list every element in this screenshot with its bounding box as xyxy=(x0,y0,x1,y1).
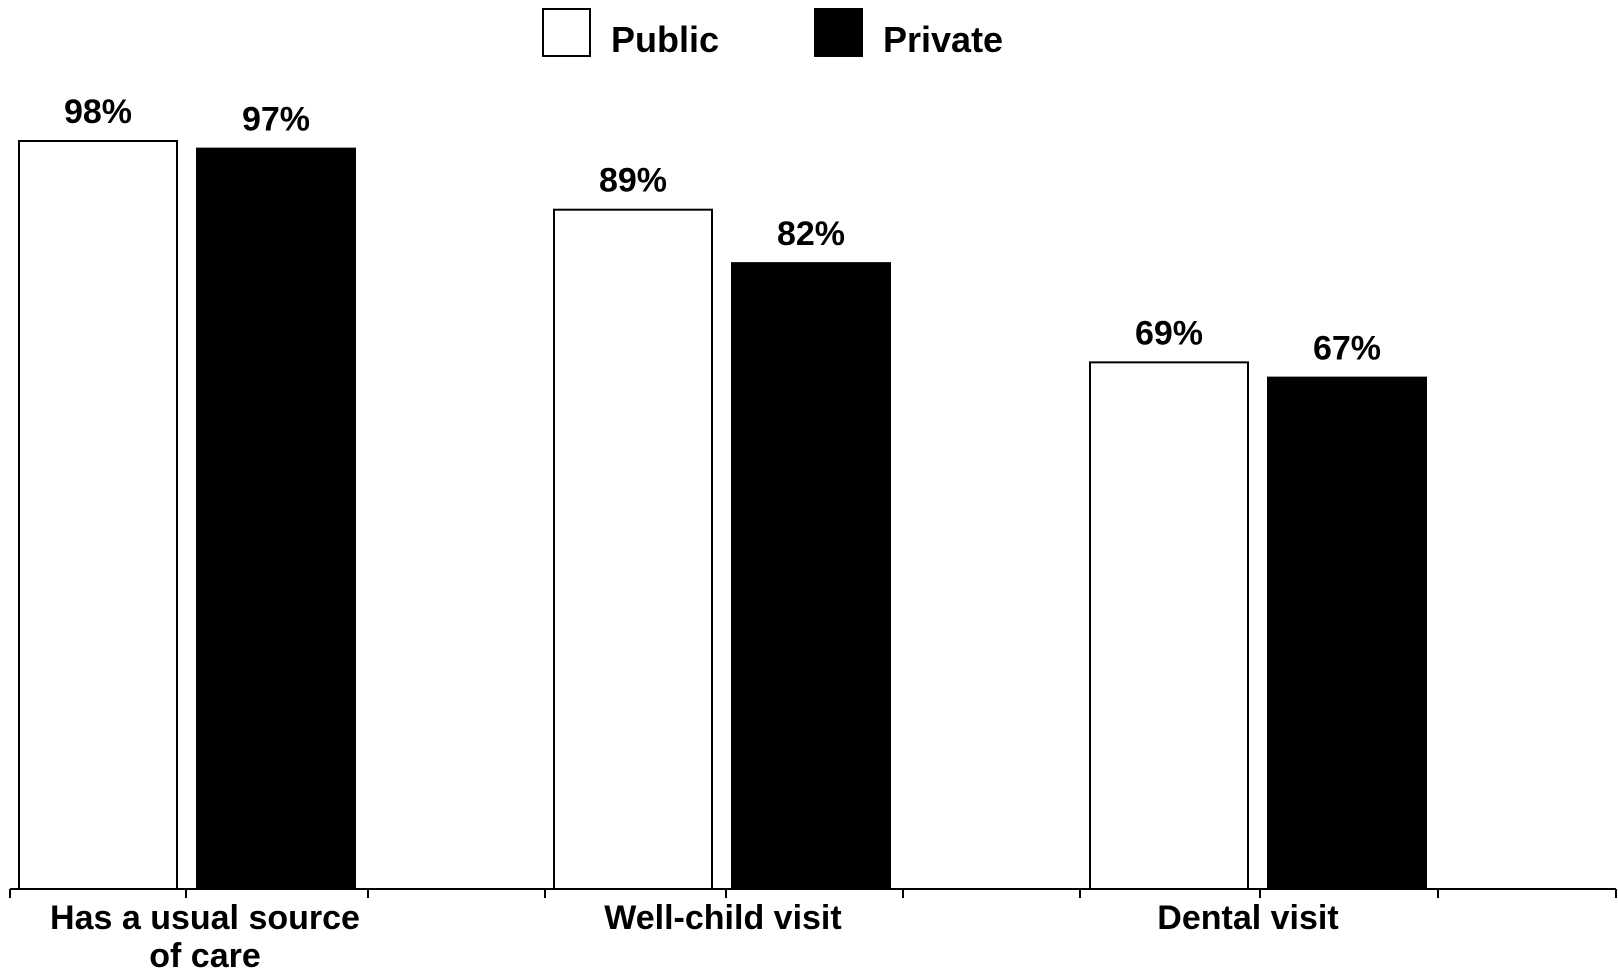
legend-label-private: Private xyxy=(883,19,1003,60)
value-label-private-1: 97% xyxy=(242,101,310,139)
bar-private-3 xyxy=(1267,376,1427,890)
bar-public-1 xyxy=(18,140,178,890)
bar-private-2 xyxy=(731,262,891,890)
bar-private-1 xyxy=(196,147,356,891)
value-label-public-2: 89% xyxy=(599,162,667,200)
value-label-private-3: 67% xyxy=(1313,330,1381,368)
category-label-1-line-2: of care xyxy=(149,937,261,972)
chart-legend: Public Private xyxy=(542,8,1003,60)
value-label-public-3: 69% xyxy=(1135,314,1203,352)
category-label-3: Dental visit xyxy=(1157,899,1338,937)
bar-public-2 xyxy=(553,208,713,891)
bar-public-3 xyxy=(1089,361,1249,890)
category-label-1-line-1: Has a usual source xyxy=(50,899,360,937)
value-label-private-2: 82% xyxy=(777,215,845,253)
legend-swatch-private xyxy=(814,8,863,57)
value-label-public-1: 98% xyxy=(64,93,132,131)
legend-swatch-public xyxy=(542,8,591,57)
category-label-2: Well-child visit xyxy=(604,899,841,937)
x-axis xyxy=(9,888,1617,898)
value-label-group: 98% 89% 69% 97% 82% 67% xyxy=(64,93,1381,368)
bar-series-group xyxy=(18,140,1427,891)
legend-label-public: Public xyxy=(611,19,719,60)
